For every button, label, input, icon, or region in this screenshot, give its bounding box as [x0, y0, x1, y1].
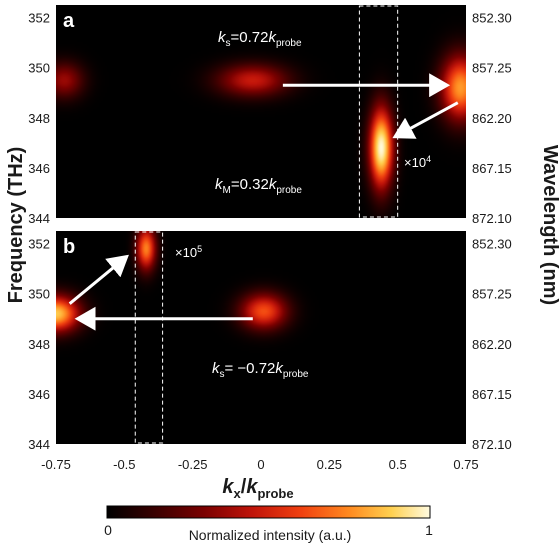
y-tick-labels-left: 352 350 348 346 344 352 350 348 346 344 [28, 11, 50, 452]
y-tick-label-left: 350 [28, 287, 50, 302]
y-tick-label-right: 872.10 [472, 437, 512, 452]
y-axis-label-left: Frequency (THz) [5, 147, 27, 304]
panel-a-letter: a [63, 10, 75, 32]
y-tick-label-right: 852.30 [472, 11, 512, 26]
colorbar-max-label: 1 [425, 522, 433, 538]
dashed-box-b [134, 231, 164, 444]
x-tick-label: 0.75 [453, 457, 478, 472]
arrow-b-1 [68, 254, 129, 305]
panel-b-arrows [68, 254, 253, 331]
y-axis-label-right: Wavelength (nm) [539, 145, 559, 305]
y-tick-label-right: 852.30 [472, 237, 512, 252]
x-tick-label: -0.5 [113, 457, 135, 472]
panel-a-dashed-box [358, 5, 399, 218]
y-tick-label-left: 344 [28, 437, 50, 452]
arrow-a-1 [392, 101, 459, 139]
x-tick-label: 0.5 [389, 457, 407, 472]
x-tick-label: 0 [257, 457, 264, 472]
x-tick-labels: -0.75 -0.5 -0.25 0 0.25 0.5 0.75 [41, 457, 478, 472]
dashed-box-a [358, 5, 399, 218]
panel-a-ks-annotation: ks=0.72kprobe [218, 29, 302, 49]
colorbar-title: Normalized intensity (a.u.) [189, 527, 352, 543]
y-tick-label-left: 346 [28, 161, 50, 176]
y-tick-label-left: 344 [28, 211, 50, 226]
y-tick-label-right: 867.15 [472, 387, 512, 402]
x-axis-label: kx/kprobe [222, 476, 293, 501]
y-tick-labels-right: 852.30 857.25 862.20 867.15 872.10 852.30 857.… [472, 11, 512, 452]
panel-b-letter: b [63, 236, 75, 258]
x-tick-label: -0.75 [41, 457, 71, 472]
y-tick-label-right: 862.20 [472, 337, 512, 352]
y-tick-label-right: 857.25 [472, 61, 512, 76]
panel-b-multiplier: ×105 [175, 244, 202, 260]
colorbar-min-label: 0 [104, 522, 112, 538]
colorbar: 0 1 Normalized intensity (a.u.) [104, 505, 433, 543]
x-tick-label: 0.25 [317, 457, 342, 472]
panel-b-ks-annotation: ks= −0.72kprobe [212, 360, 309, 380]
colorbar-gradient [106, 505, 431, 519]
y-tick-label-left: 348 [28, 111, 50, 126]
y-tick-label-right: 872.10 [472, 211, 512, 226]
y-tick-label-left: 348 [28, 337, 50, 352]
y-tick-label-left: 346 [28, 387, 50, 402]
panel-b: b ks= −0.72kprobe ×105 [56, 231, 466, 444]
y-tick-label-right: 857.25 [472, 287, 512, 302]
y-tick-label-right: 862.20 [472, 111, 512, 126]
panel-b-dashed-box [134, 231, 164, 444]
y-tick-label-right: 867.15 [472, 161, 512, 176]
panel-a-multiplier: ×104 [404, 154, 431, 170]
y-tick-label-left: 352 [28, 11, 50, 26]
y-tick-label-left: 352 [28, 237, 50, 252]
y-tick-label-left: 350 [28, 61, 50, 76]
panel-a-arrows [282, 73, 459, 139]
panel-a-km-annotation: kM=0.32kprobe [215, 176, 302, 196]
x-tick-label: -0.25 [178, 457, 208, 472]
panel-a: a ks=0.72kprobe kM=0.32kprobe ×104 [56, 5, 466, 218]
